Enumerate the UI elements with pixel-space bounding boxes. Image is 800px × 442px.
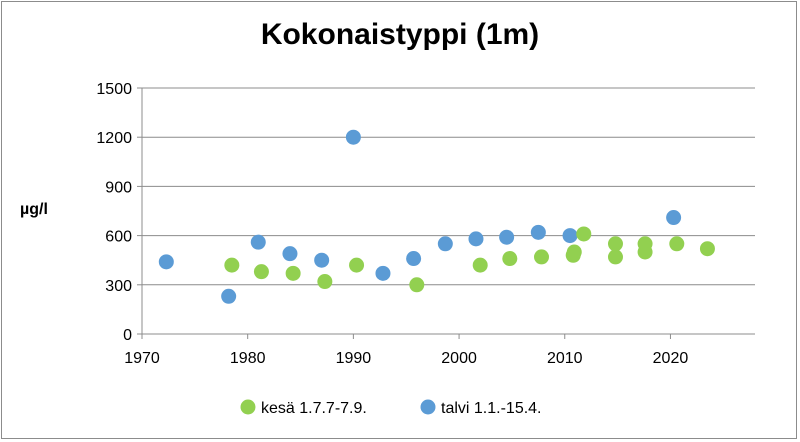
data-point <box>317 274 333 290</box>
x-tick-labels: 1970 1980 1990 2000 2010 2020 <box>124 350 688 367</box>
data-point <box>502 251 518 267</box>
y-tick-label: 600 <box>105 229 132 246</box>
chart-title: Kokonaistyppi (1m) <box>260 18 540 51</box>
x-tick-label: 1980 <box>230 350 266 367</box>
data-point <box>699 241 715 257</box>
data-point <box>349 257 365 273</box>
data-point <box>285 265 301 281</box>
y-tick-label: 1200 <box>96 130 132 147</box>
data-point <box>345 129 361 145</box>
gridlines <box>142 87 755 286</box>
data-point <box>409 277 425 293</box>
data-point <box>669 236 685 252</box>
legend-label: talvi 1.1.-15.4. <box>441 400 542 417</box>
x-tick-label: 2000 <box>441 350 477 367</box>
data-point <box>637 236 653 252</box>
axes <box>137 87 755 339</box>
x-tick-label: 1970 <box>124 350 160 367</box>
data-point <box>534 249 550 265</box>
y-tick-labels: 0 300 600 900 1200 1500 <box>96 81 132 344</box>
data-point <box>472 257 488 273</box>
data-point <box>406 251 422 267</box>
data-point <box>607 236 623 252</box>
legend: kesä 1.7.7-7.9. talvi 1.1.-15.4. <box>240 399 542 417</box>
legend-marker <box>420 399 436 415</box>
data-point <box>666 210 682 226</box>
legend-marker <box>240 399 256 415</box>
data-point <box>250 234 266 250</box>
data-point <box>576 226 592 242</box>
data-point <box>253 264 269 280</box>
data-point <box>282 246 298 262</box>
data-point <box>562 228 578 244</box>
data-points <box>158 129 715 304</box>
data-point <box>530 224 546 240</box>
y-tick-label: 0 <box>123 327 132 344</box>
y-tick-label: 900 <box>105 179 132 196</box>
y-tick-label: 300 <box>105 278 132 295</box>
data-point <box>158 254 174 270</box>
data-point <box>314 252 330 268</box>
data-point <box>437 236 453 252</box>
x-tick-label: 2020 <box>653 350 689 367</box>
data-point <box>607 249 623 265</box>
legend-label: kesä 1.7.7-7.9. <box>261 400 367 417</box>
x-tick-label: 1990 <box>336 350 372 367</box>
x-tick-label: 2010 <box>547 350 583 367</box>
y-axis-label: µg/l <box>20 201 48 218</box>
data-point <box>468 231 484 247</box>
y-tick-label: 1500 <box>96 81 132 98</box>
data-point <box>221 288 237 304</box>
data-point <box>566 244 582 260</box>
data-point <box>499 229 515 245</box>
data-point <box>224 257 240 273</box>
data-point <box>375 265 391 281</box>
